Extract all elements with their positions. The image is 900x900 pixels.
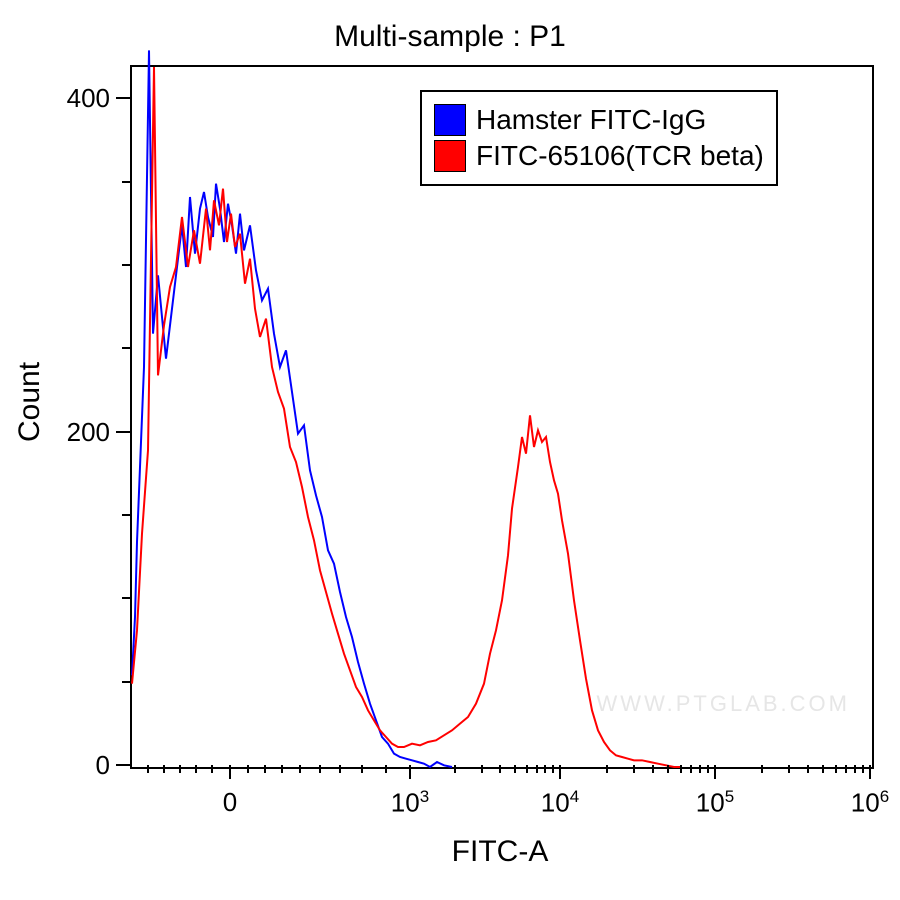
x-tick-minor <box>761 765 763 773</box>
x-tick-major <box>714 765 716 779</box>
y-tick-minor <box>122 181 130 183</box>
x-tick-minor <box>299 765 301 773</box>
x-axis-label: FITC-A <box>130 835 870 869</box>
x-tick-minor <box>536 765 538 773</box>
legend-label: FITC-65106(TCR beta) <box>476 140 764 172</box>
x-tick-minor <box>680 765 682 773</box>
y-tick-major <box>116 431 130 433</box>
chart-title: Multi-sample : P1 <box>0 20 900 54</box>
y-tick-label: 0 <box>96 750 110 781</box>
x-tick-minor <box>147 765 149 773</box>
y-tick-label: 400 <box>67 83 110 114</box>
x-tick-minor <box>499 765 501 773</box>
x-tick-label: 106 <box>840 787 900 819</box>
x-tick-minor <box>788 765 790 773</box>
chart-container: Multi-sample : P1 WWW.PTGLAB.COM Count F… <box>0 0 900 900</box>
x-tick-minor <box>862 765 864 773</box>
x-tick-minor <box>361 765 363 773</box>
legend-item: FITC-65106(TCR beta) <box>434 140 764 172</box>
legend-box: Hamster FITC-IgG FITC-65106(TCR beta) <box>420 90 778 186</box>
x-tick-minor <box>633 765 635 773</box>
y-tick-minor <box>122 514 130 516</box>
x-tick-minor <box>606 765 608 773</box>
legend-swatch <box>434 104 466 136</box>
x-tick-minor <box>854 765 856 773</box>
x-tick-minor <box>552 765 554 773</box>
x-tick-minor <box>264 765 266 773</box>
x-tick-label: 0 <box>200 787 260 818</box>
x-tick-minor <box>247 765 249 773</box>
legend-item: Hamster FITC-IgG <box>434 104 764 136</box>
x-tick-minor <box>481 765 483 773</box>
x-tick-minor <box>319 765 321 773</box>
x-tick-minor <box>807 765 809 773</box>
y-axis-label: Count <box>13 382 47 442</box>
x-tick-minor <box>544 765 546 773</box>
x-tick-major <box>229 765 231 779</box>
y-tick-major <box>116 97 130 99</box>
x-tick-minor <box>667 765 669 773</box>
x-tick-minor <box>835 765 837 773</box>
x-tick-minor <box>822 765 824 773</box>
y-tick-minor <box>122 264 130 266</box>
x-tick-minor <box>454 765 456 773</box>
x-tick-minor <box>179 765 181 773</box>
x-tick-minor <box>652 765 654 773</box>
x-tick-minor <box>281 765 283 773</box>
x-tick-minor <box>707 765 709 773</box>
x-tick-label: 105 <box>685 787 745 819</box>
legend-label: Hamster FITC-IgG <box>476 104 706 136</box>
series-line <box>132 50 452 767</box>
x-tick-minor <box>163 765 165 773</box>
y-tick-major <box>116 764 130 766</box>
x-tick-major <box>559 765 561 779</box>
x-tick-major <box>409 765 411 779</box>
y-tick-minor <box>122 597 130 599</box>
watermark-text: WWW.PTGLAB.COM <box>597 691 850 717</box>
x-tick-minor <box>385 765 387 773</box>
x-tick-minor <box>339 765 341 773</box>
x-tick-label: 104 <box>530 787 590 819</box>
x-tick-minor <box>845 765 847 773</box>
y-tick-label: 200 <box>67 417 110 448</box>
x-tick-major <box>869 765 871 779</box>
x-tick-minor <box>690 765 692 773</box>
x-tick-minor <box>195 765 197 773</box>
x-tick-minor <box>211 765 213 773</box>
y-tick-minor <box>122 347 130 349</box>
x-tick-minor <box>514 765 516 773</box>
x-tick-label: 103 <box>380 787 440 819</box>
x-tick-minor <box>699 765 701 773</box>
y-tick-minor <box>122 681 130 683</box>
legend-swatch <box>434 140 466 172</box>
x-tick-minor <box>526 765 528 773</box>
